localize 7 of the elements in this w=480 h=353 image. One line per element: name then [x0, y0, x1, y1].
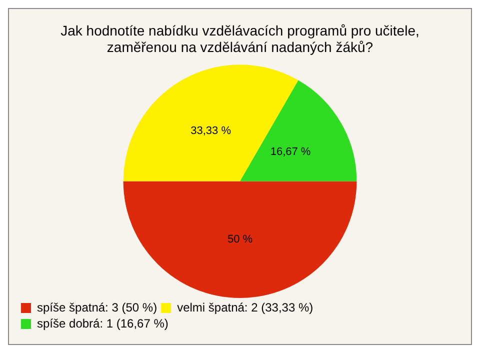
data-label: 16,67 %: [270, 146, 311, 158]
legend-label: velmi špatná: 2 (33,33 %): [177, 300, 314, 314]
legend-label: spíše špatná: 3 (50 %): [37, 300, 158, 314]
data-label: 50 %: [227, 234, 253, 246]
legend-label: spíše dobrá: 1 (16,67 %): [37, 316, 168, 330]
data-label: 33,33 %: [190, 124, 232, 137]
chart-title: Jak hodnotíte nabídku vzdělávacích programů pro učitele, zaměřenou na vzdělávání nadaných žáků?: [60, 22, 420, 56]
